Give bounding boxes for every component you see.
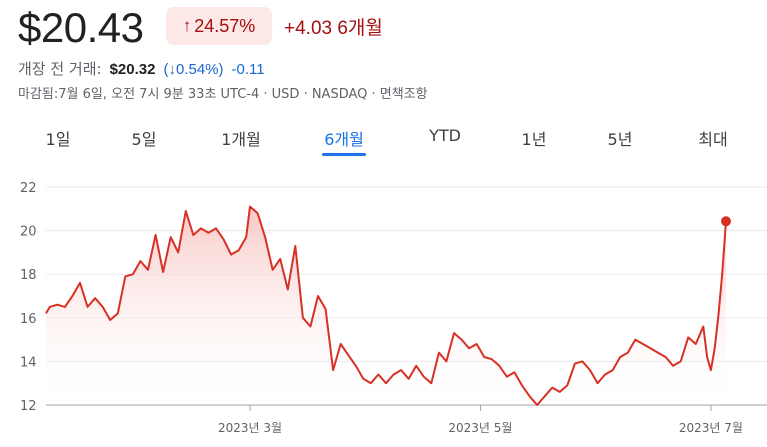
premarket-label: 개장 전 거래: [18,60,102,78]
up-arrow-icon: ↑ [182,16,192,35]
premarket-change: -0.11 [231,61,265,78]
market-meta-info: 마감됨:7월 6일, 오전 7시 9분 33초 UTC-4 · USD · NA… [18,87,428,102]
y-tick-label: 20 [20,225,37,240]
change-absolute: +4.03 6개월 [284,13,383,40]
y-axis-ticks: 12 14 16 18 20 22 [20,181,37,414]
change-percent: 24.57% [194,15,256,36]
x-tick-label: 2023년 3월 [218,421,282,435]
y-tick-label: 22 [20,181,37,196]
x-tick-label: 2023년 5월 [448,421,512,435]
change-absolute-value: +4.03 [284,18,333,39]
change-period: 6개월 [337,18,383,39]
y-tick-label: 12 [20,399,37,414]
x-tick-label: 2023년 7월 [679,421,743,435]
tab-6m[interactable]: 6개월 [324,130,364,149]
y-tick-label: 18 [20,268,37,283]
active-tab-indicator [322,153,366,156]
tab-5y[interactable]: 5년 [607,130,633,149]
tab-1y[interactable]: 1년 [521,130,547,149]
current-price: $20.43 [18,4,144,51]
tab-1m[interactable]: 1개월 [221,130,261,149]
tab-5d[interactable]: 5일 [131,130,157,149]
time-range-tabs: 1일 5일 1개월 6개월 YTD 1년 5년 최대 [0,126,767,156]
price-area-fill [46,206,726,405]
y-tick-label: 16 [20,312,37,327]
tab-1d[interactable]: 1일 [45,130,71,149]
last-price-point [721,216,731,227]
price-line [45,205,727,406]
premarket-price: $20.32 [109,61,156,78]
price-chart[interactable]: 12 14 16 18 20 22 2023년 3월 2023년 5월 2023년 7월 [0,170,767,447]
x-axis: 2023년 3월 2023년 5월 2023년 7월 [218,405,743,435]
tab-max[interactable]: 최대 [698,130,728,149]
tab-ytd[interactable]: YTD [429,126,461,145]
change-percent-badge: ↑ 24.57% [166,7,272,45]
y-tick-label: 14 [20,355,37,370]
premarket-percent: (↓0.54%) [163,61,224,78]
premarket-row: 개장 전 거래: $20.32 (↓0.54%) -0.11 [18,58,265,79]
